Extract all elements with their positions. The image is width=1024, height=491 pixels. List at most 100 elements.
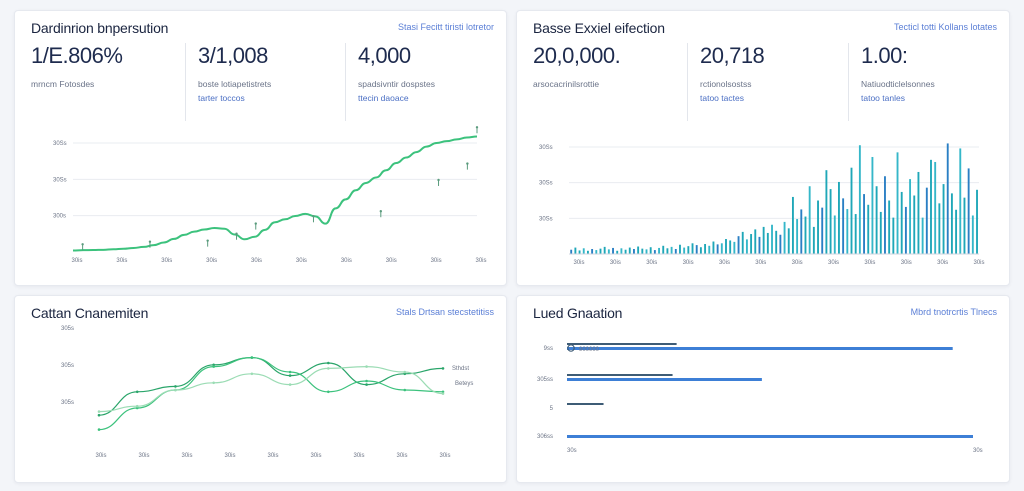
- series-line: [72, 135, 478, 252]
- bar: [612, 247, 614, 254]
- data-point: [441, 390, 445, 394]
- kpi-value: 20,0,000.: [533, 43, 621, 68]
- data-point: [288, 383, 292, 386]
- bar: [591, 249, 594, 254]
- bar: [884, 176, 886, 254]
- data-point: [148, 240, 152, 243]
- data-point: [250, 372, 254, 376]
- bar: [729, 240, 732, 254]
- data-point: [365, 383, 368, 386]
- kpi-block: 4,000 spadsivntir dospstes ttecin daoace: [345, 43, 495, 121]
- y-tick-label: 30Ss: [539, 145, 553, 151]
- kpi-label: Natiuodticlelsonnes: [861, 79, 935, 89]
- bar: [733, 241, 736, 254]
- x-tick-label: 30is: [396, 453, 407, 459]
- y-tick-label: 305s: [61, 400, 74, 406]
- data-point: [97, 428, 101, 431]
- bar: [817, 200, 819, 254]
- bar: [892, 217, 895, 254]
- y-tick-label: 300s: [53, 214, 66, 220]
- category-label: 306ss: [537, 434, 553, 440]
- bar: [699, 247, 702, 254]
- bar: [909, 179, 912, 254]
- bar: [850, 167, 853, 254]
- kpi-value: 1.00:: [861, 43, 908, 68]
- card-title: Lued Gnaation: [533, 305, 623, 321]
- data-point: [174, 385, 177, 388]
- bar: [737, 236, 740, 254]
- line-growth-card: Dardinrion bnpersution Stasi Fecitt tiri…: [14, 10, 507, 286]
- y-tick-label: 30Ss: [539, 216, 553, 222]
- bar: [775, 230, 778, 254]
- bar: [624, 249, 627, 254]
- kpi-label: mrncm Fotosdes: [31, 79, 95, 89]
- x-tick-label: 30is: [610, 260, 621, 266]
- card-link[interactable]: Stals Drtsan stecstetitiss: [395, 307, 494, 317]
- bar: [938, 203, 941, 254]
- bar: [741, 231, 744, 254]
- kpi-value: 4,000: [358, 43, 411, 68]
- data-point: [327, 367, 330, 370]
- bar: [567, 343, 677, 345]
- bar: [854, 214, 857, 254]
- bar: [787, 228, 790, 254]
- refresh-icon: [567, 344, 575, 352]
- bar: [796, 219, 799, 254]
- x-tick-label: 30is: [71, 258, 82, 264]
- bar: [925, 187, 928, 254]
- bar: [725, 239, 727, 254]
- bar: [679, 244, 681, 254]
- bar: [578, 250, 581, 254]
- x-tick-label: 30is: [310, 453, 321, 459]
- series-line: [98, 356, 444, 416]
- bar: [942, 184, 945, 254]
- x-tick-label: 30is: [353, 453, 364, 459]
- bar: [921, 217, 924, 254]
- bar: [863, 194, 865, 254]
- value-label: 900000: [579, 347, 600, 353]
- bar: [712, 241, 715, 254]
- data-point: [135, 404, 139, 408]
- data-point: [97, 410, 101, 413]
- bar: [842, 198, 845, 254]
- bar: [567, 403, 604, 405]
- bar: [691, 243, 694, 254]
- bar: [804, 216, 807, 254]
- kpi-block: 1.00: Natiuodticlelsonnes tatoo tanles: [848, 43, 998, 121]
- bar: [704, 244, 707, 254]
- x-tick-label: 30is: [719, 260, 730, 266]
- series-line: [98, 356, 444, 431]
- card-link[interactable]: Stasi Fecitt tiristi lotretor: [397, 22, 494, 32]
- bar: [670, 246, 673, 254]
- bar: [708, 245, 711, 254]
- bar: [750, 234, 753, 254]
- kpi-block: 3/1,008 boste lotiapetistrets tarter toc…: [185, 43, 345, 121]
- bar: [641, 248, 644, 254]
- bar: [846, 209, 849, 254]
- legend-label: Sthdst: [452, 366, 469, 372]
- x-tick-label: 30is: [573, 260, 584, 266]
- kpi-sub: tarter toccos: [198, 93, 245, 103]
- data-point: [250, 356, 254, 359]
- data-point: [135, 390, 139, 394]
- bar: [762, 226, 765, 254]
- bar: [599, 248, 602, 254]
- bar: [812, 226, 815, 254]
- bar: [771, 224, 773, 254]
- legend-label: Beteys: [455, 381, 473, 387]
- bar: [683, 247, 686, 254]
- bar: [963, 197, 966, 254]
- card-link[interactable]: Mbrd tnotrcrtis Tlnecs: [910, 307, 997, 317]
- bar: [628, 247, 631, 254]
- x-tick-label: 30is: [901, 260, 912, 266]
- data-point: [379, 210, 383, 213]
- card-link[interactable]: Tecticl totti Kollans lotates: [893, 22, 997, 32]
- kpi-label: arsocacrinilsrottie: [533, 79, 600, 89]
- data-point: [235, 232, 238, 235]
- data-point: [403, 372, 407, 376]
- data-point: [365, 379, 368, 383]
- bar-volume-card: Basse Exxiel eifection Tecticl totti Kol…: [516, 10, 1010, 286]
- data-point: [288, 374, 292, 377]
- bar: [637, 246, 640, 254]
- kpi-label: boste lotiapetistrets: [198, 79, 272, 89]
